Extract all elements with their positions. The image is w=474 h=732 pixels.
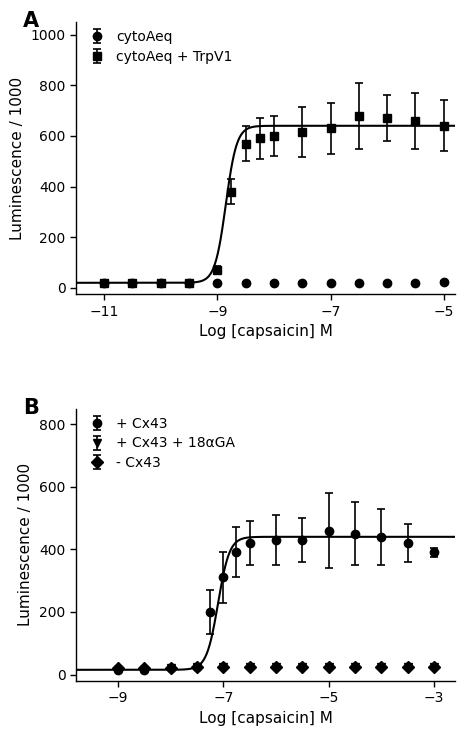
Y-axis label: Luminescence / 1000: Luminescence / 1000 <box>18 463 34 626</box>
Text: B: B <box>23 397 38 418</box>
X-axis label: Log [capsaicin] M: Log [capsaicin] M <box>199 324 332 339</box>
X-axis label: Log [capsaicin] M: Log [capsaicin] M <box>199 711 332 725</box>
Text: A: A <box>23 11 39 31</box>
Legend: + Cx43, + Cx43 + 18αGA, - Cx43: + Cx43, + Cx43 + 18αGA, - Cx43 <box>79 411 241 476</box>
Legend: cytoAeq, cytoAeq + TrpV1: cytoAeq, cytoAeq + TrpV1 <box>79 25 238 70</box>
Y-axis label: Luminescence / 1000: Luminescence / 1000 <box>10 77 25 239</box>
